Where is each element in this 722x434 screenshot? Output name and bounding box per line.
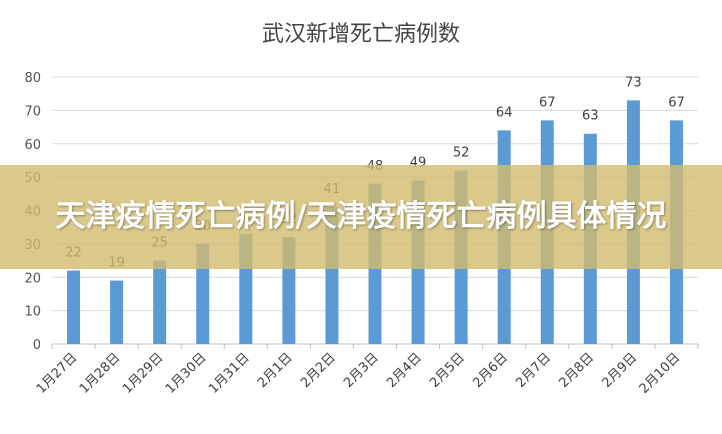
data-label: 73 (625, 75, 642, 90)
x-category-label: 1月30日 (163, 350, 210, 397)
data-label: 63 (582, 109, 599, 124)
bar (67, 270, 81, 344)
x-category-label: 1月27日 (34, 350, 81, 397)
x-category-label: 1月31日 (206, 350, 253, 397)
bar (153, 260, 167, 344)
x-category-label: 2月7日 (513, 350, 554, 391)
data-label: 64 (496, 105, 513, 120)
chart-title: 武汉新增死亡病例数 (262, 22, 460, 47)
y-tick-label: 70 (24, 104, 41, 119)
x-category-label: 2月1日 (255, 350, 296, 391)
headline-banner: 天津疫情死亡病例/天津疫情死亡病例具体情况 (0, 165, 722, 269)
x-category-label: 2月6日 (470, 350, 511, 391)
data-label: 67 (668, 95, 685, 110)
y-tick-label: 10 (24, 305, 41, 320)
x-category-label: 2月8日 (556, 350, 597, 391)
x-category-label: 2月4日 (384, 350, 425, 391)
y-tick-label: 60 (24, 138, 41, 153)
y-tick-label: 20 (24, 271, 41, 286)
y-tick-label: 80 (24, 71, 41, 86)
bar (110, 280, 124, 344)
x-category-label: 2月2日 (298, 350, 339, 391)
x-category-label: 2月5日 (427, 350, 468, 391)
x-category-label: 1月28日 (77, 350, 124, 397)
x-category-label: 2月3日 (341, 350, 382, 391)
y-tick-label: 0 (33, 338, 41, 353)
data-label: 52 (453, 145, 470, 160)
data-label: 67 (539, 95, 556, 110)
x-category-label: 1月29日 (120, 350, 167, 397)
x-category-label: 2月9日 (600, 350, 641, 391)
x-category-label: 2月10日 (637, 350, 684, 397)
headline-text: 天津疫情死亡病例/天津疫情死亡病例具体情况 (55, 199, 667, 234)
